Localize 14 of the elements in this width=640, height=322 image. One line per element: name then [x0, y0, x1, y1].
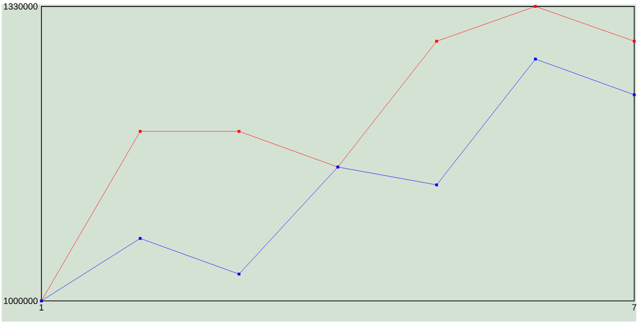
point [632, 94, 636, 96]
point [138, 130, 142, 133]
y-tick-label: 1000000 [4, 298, 38, 304]
point [138, 237, 142, 240]
point [435, 40, 438, 43]
point [632, 40, 636, 43]
point [238, 130, 240, 133]
point [534, 58, 537, 61]
point [435, 184, 438, 186]
y-tick-label: 1330000 [4, 3, 38, 10]
x-tick-label: 1 [40, 304, 44, 311]
point [238, 272, 240, 276]
x-tick-label: 7 [632, 304, 636, 311]
point [534, 5, 537, 8]
